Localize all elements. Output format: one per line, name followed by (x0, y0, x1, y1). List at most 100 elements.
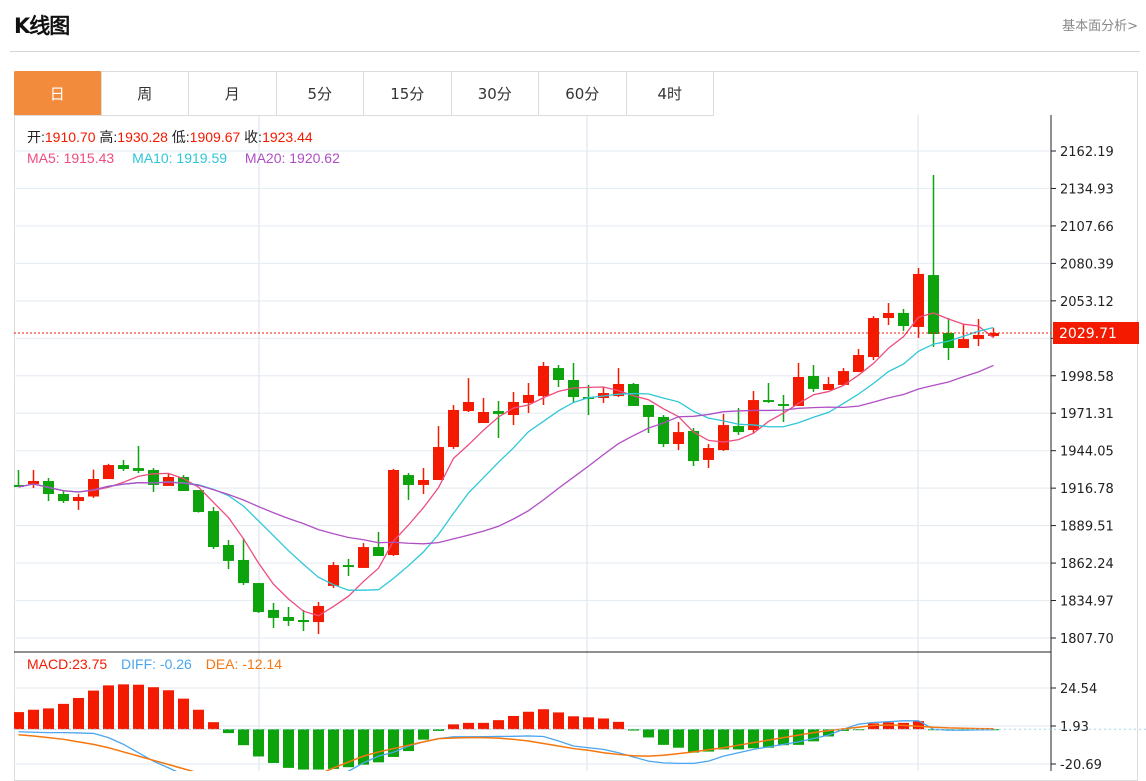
tab-week[interactable]: 周 (102, 71, 189, 115)
ohlc-legend: 开:1910.70 高:1930.28 低:1909.67 收:1923.44 (27, 127, 313, 147)
candle (838, 368, 849, 385)
tab-15min[interactable]: 15分 (364, 71, 452, 115)
candle (613, 368, 624, 398)
candle (253, 583, 264, 613)
ma20-line (18, 364, 994, 545)
candle-body (14, 484, 24, 488)
candle-body (28, 480, 39, 484)
close-value: 1923.44 (262, 129, 313, 145)
candle (808, 365, 819, 392)
tab-5min[interactable]: 5分 (277, 71, 364, 115)
page-title: K线图 (14, 14, 70, 38)
candle-body (478, 412, 489, 423)
macd-bar (643, 729, 654, 738)
candle (268, 602, 279, 628)
macd-bar (538, 709, 549, 730)
candle (568, 362, 579, 403)
macd-bar (763, 729, 774, 748)
candle (478, 397, 489, 423)
candle (403, 473, 414, 500)
low-value: 1909.67 (189, 129, 241, 145)
candle (73, 494, 84, 510)
macd-bar (418, 729, 429, 740)
candle (868, 316, 879, 361)
candle-body (688, 430, 699, 462)
candle-body (433, 447, 444, 481)
candle-body (733, 426, 744, 433)
macd-y-tick-label: 1.93 (1060, 720, 1089, 735)
macd-bar (358, 729, 369, 765)
macd-bar (658, 729, 669, 745)
macd-bar (883, 722, 894, 730)
open-label: 开: (27, 129, 45, 145)
candle (538, 362, 549, 406)
y-tick-label: 1834.97 (1060, 595, 1114, 610)
last-price-tag (1053, 322, 1139, 345)
macd-bar (388, 729, 399, 757)
candle-body (883, 312, 894, 319)
macd-panel (14, 684, 999, 771)
candle (358, 543, 369, 568)
candle-body (193, 490, 204, 513)
macd-bar (448, 724, 459, 730)
macd-bar (43, 708, 54, 730)
candle (733, 408, 744, 435)
candle-body (448, 409, 459, 448)
macd-bar (193, 709, 204, 730)
macd-bar (463, 722, 474, 730)
candle (208, 506, 219, 549)
candle-body (538, 365, 549, 397)
candle-body (463, 401, 474, 412)
macd-bar (628, 729, 639, 731)
ma10-line (18, 326, 994, 591)
macd-bar (733, 729, 744, 750)
candle-body (148, 469, 159, 485)
macd-bar (14, 712, 24, 730)
candle (343, 559, 354, 577)
candle (118, 459, 129, 471)
candle-body (103, 465, 114, 480)
tab-30min[interactable]: 30分 (452, 71, 539, 115)
candle (223, 540, 234, 570)
macd-bar (433, 729, 444, 731)
candle-body (988, 333, 999, 337)
candle (58, 490, 69, 503)
y-tick-label: 1889.51 (1060, 520, 1114, 535)
ma10-legend: MA10: 1919.59 (132, 150, 228, 166)
candle-body (58, 494, 69, 502)
macd-bar (748, 729, 759, 749)
macd-bar (823, 729, 834, 737)
macd-bar (73, 697, 84, 730)
macd-bar (58, 703, 69, 730)
macd-bar (688, 729, 699, 753)
y-tick-label: 1971.31 (1060, 407, 1114, 422)
candle (448, 405, 459, 449)
fundamental-analysis-link[interactable]: 基本面分析> (1062, 19, 1138, 34)
tab-4hour[interactable]: 4时 (627, 71, 714, 115)
macd-bar (298, 729, 309, 770)
candle (43, 477, 54, 502)
candle (928, 175, 939, 348)
candle (523, 383, 534, 413)
candle-body (943, 333, 954, 348)
candle-body (928, 275, 939, 334)
candle-body (763, 400, 774, 402)
tab-day[interactable]: 日 (14, 71, 102, 115)
candle-body (223, 544, 234, 561)
macd-bar (178, 698, 189, 730)
candle-body (328, 565, 339, 586)
candle-body (898, 312, 909, 327)
candle-body (958, 339, 969, 348)
y-tick-label: 1998.58 (1060, 370, 1114, 385)
candle (493, 401, 504, 438)
low-label: 低: (171, 129, 190, 145)
macd-bar (373, 729, 384, 763)
macd-bar (673, 729, 684, 748)
high-label: 高: (99, 129, 118, 145)
tab-60min[interactable]: 60分 (539, 71, 627, 115)
tab-month[interactable]: 月 (189, 71, 277, 115)
candle (628, 383, 639, 406)
candle (778, 394, 789, 423)
candle-body (118, 465, 129, 470)
